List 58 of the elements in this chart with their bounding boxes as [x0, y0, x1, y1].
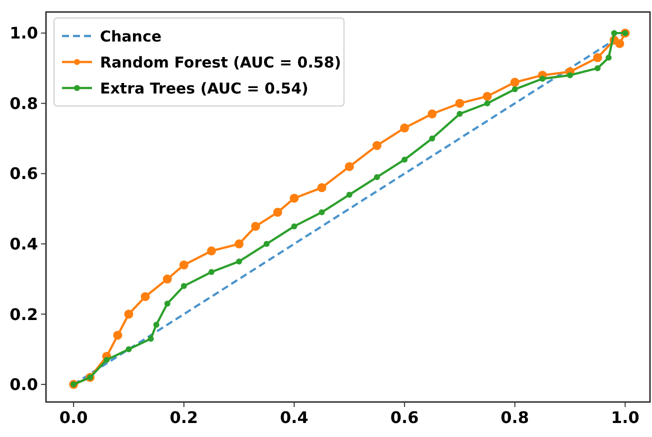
point [162, 274, 172, 284]
point [104, 356, 110, 363]
point [372, 141, 382, 150]
point [113, 330, 122, 340]
y-tick-label: 0.2 [10, 304, 38, 324]
x-tick-label: 0.6 [390, 408, 419, 427]
point [456, 110, 463, 117]
point [512, 86, 518, 92]
point [539, 76, 546, 82]
point [124, 310, 134, 319]
point [593, 53, 602, 62]
x-tick-label: 0.0 [59, 408, 88, 427]
point [484, 100, 490, 106]
y-tick-label: 1.0 [10, 24, 38, 43]
point [428, 109, 437, 118]
point [429, 135, 436, 142]
point [611, 30, 618, 36]
point [236, 258, 242, 264]
point [615, 39, 624, 48]
point [567, 72, 574, 78]
point [402, 156, 408, 163]
point [140, 292, 150, 302]
point [251, 222, 260, 231]
point [455, 98, 464, 108]
point [344, 162, 354, 172]
point [482, 92, 492, 101]
point [208, 269, 214, 275]
point [606, 54, 612, 61]
point [180, 283, 187, 290]
legend-label: Extra Trees (AUC = 0.54) [100, 79, 308, 98]
point [273, 208, 282, 217]
point [148, 336, 154, 342]
point [290, 194, 299, 203]
point [179, 260, 188, 270]
point [264, 240, 270, 247]
point [234, 239, 244, 248]
legend-label: Chance [100, 27, 162, 46]
point [400, 123, 410, 132]
point [206, 246, 216, 256]
point [291, 223, 298, 230]
point [346, 192, 352, 198]
y-tick-label: 0.6 [10, 164, 38, 184]
x-tick-label: 0.2 [170, 408, 198, 427]
x-tick-label: 0.8 [500, 408, 530, 427]
y-tick-label: 0.4 [10, 234, 38, 254]
point [126, 346, 132, 352]
point [153, 322, 160, 328]
point [374, 174, 380, 180]
legend-label: Random Forest (AUC = 0.58) [100, 53, 342, 72]
point [510, 78, 520, 87]
point [594, 65, 601, 72]
y-tick-label: 0.8 [10, 94, 38, 113]
x-tick-label: 1.0 [611, 408, 640, 427]
point [317, 183, 326, 192]
x-tick-label: 0.4 [280, 408, 308, 427]
point [318, 209, 325, 216]
point [164, 300, 170, 307]
y-tick-label: 0.0 [10, 375, 38, 394]
